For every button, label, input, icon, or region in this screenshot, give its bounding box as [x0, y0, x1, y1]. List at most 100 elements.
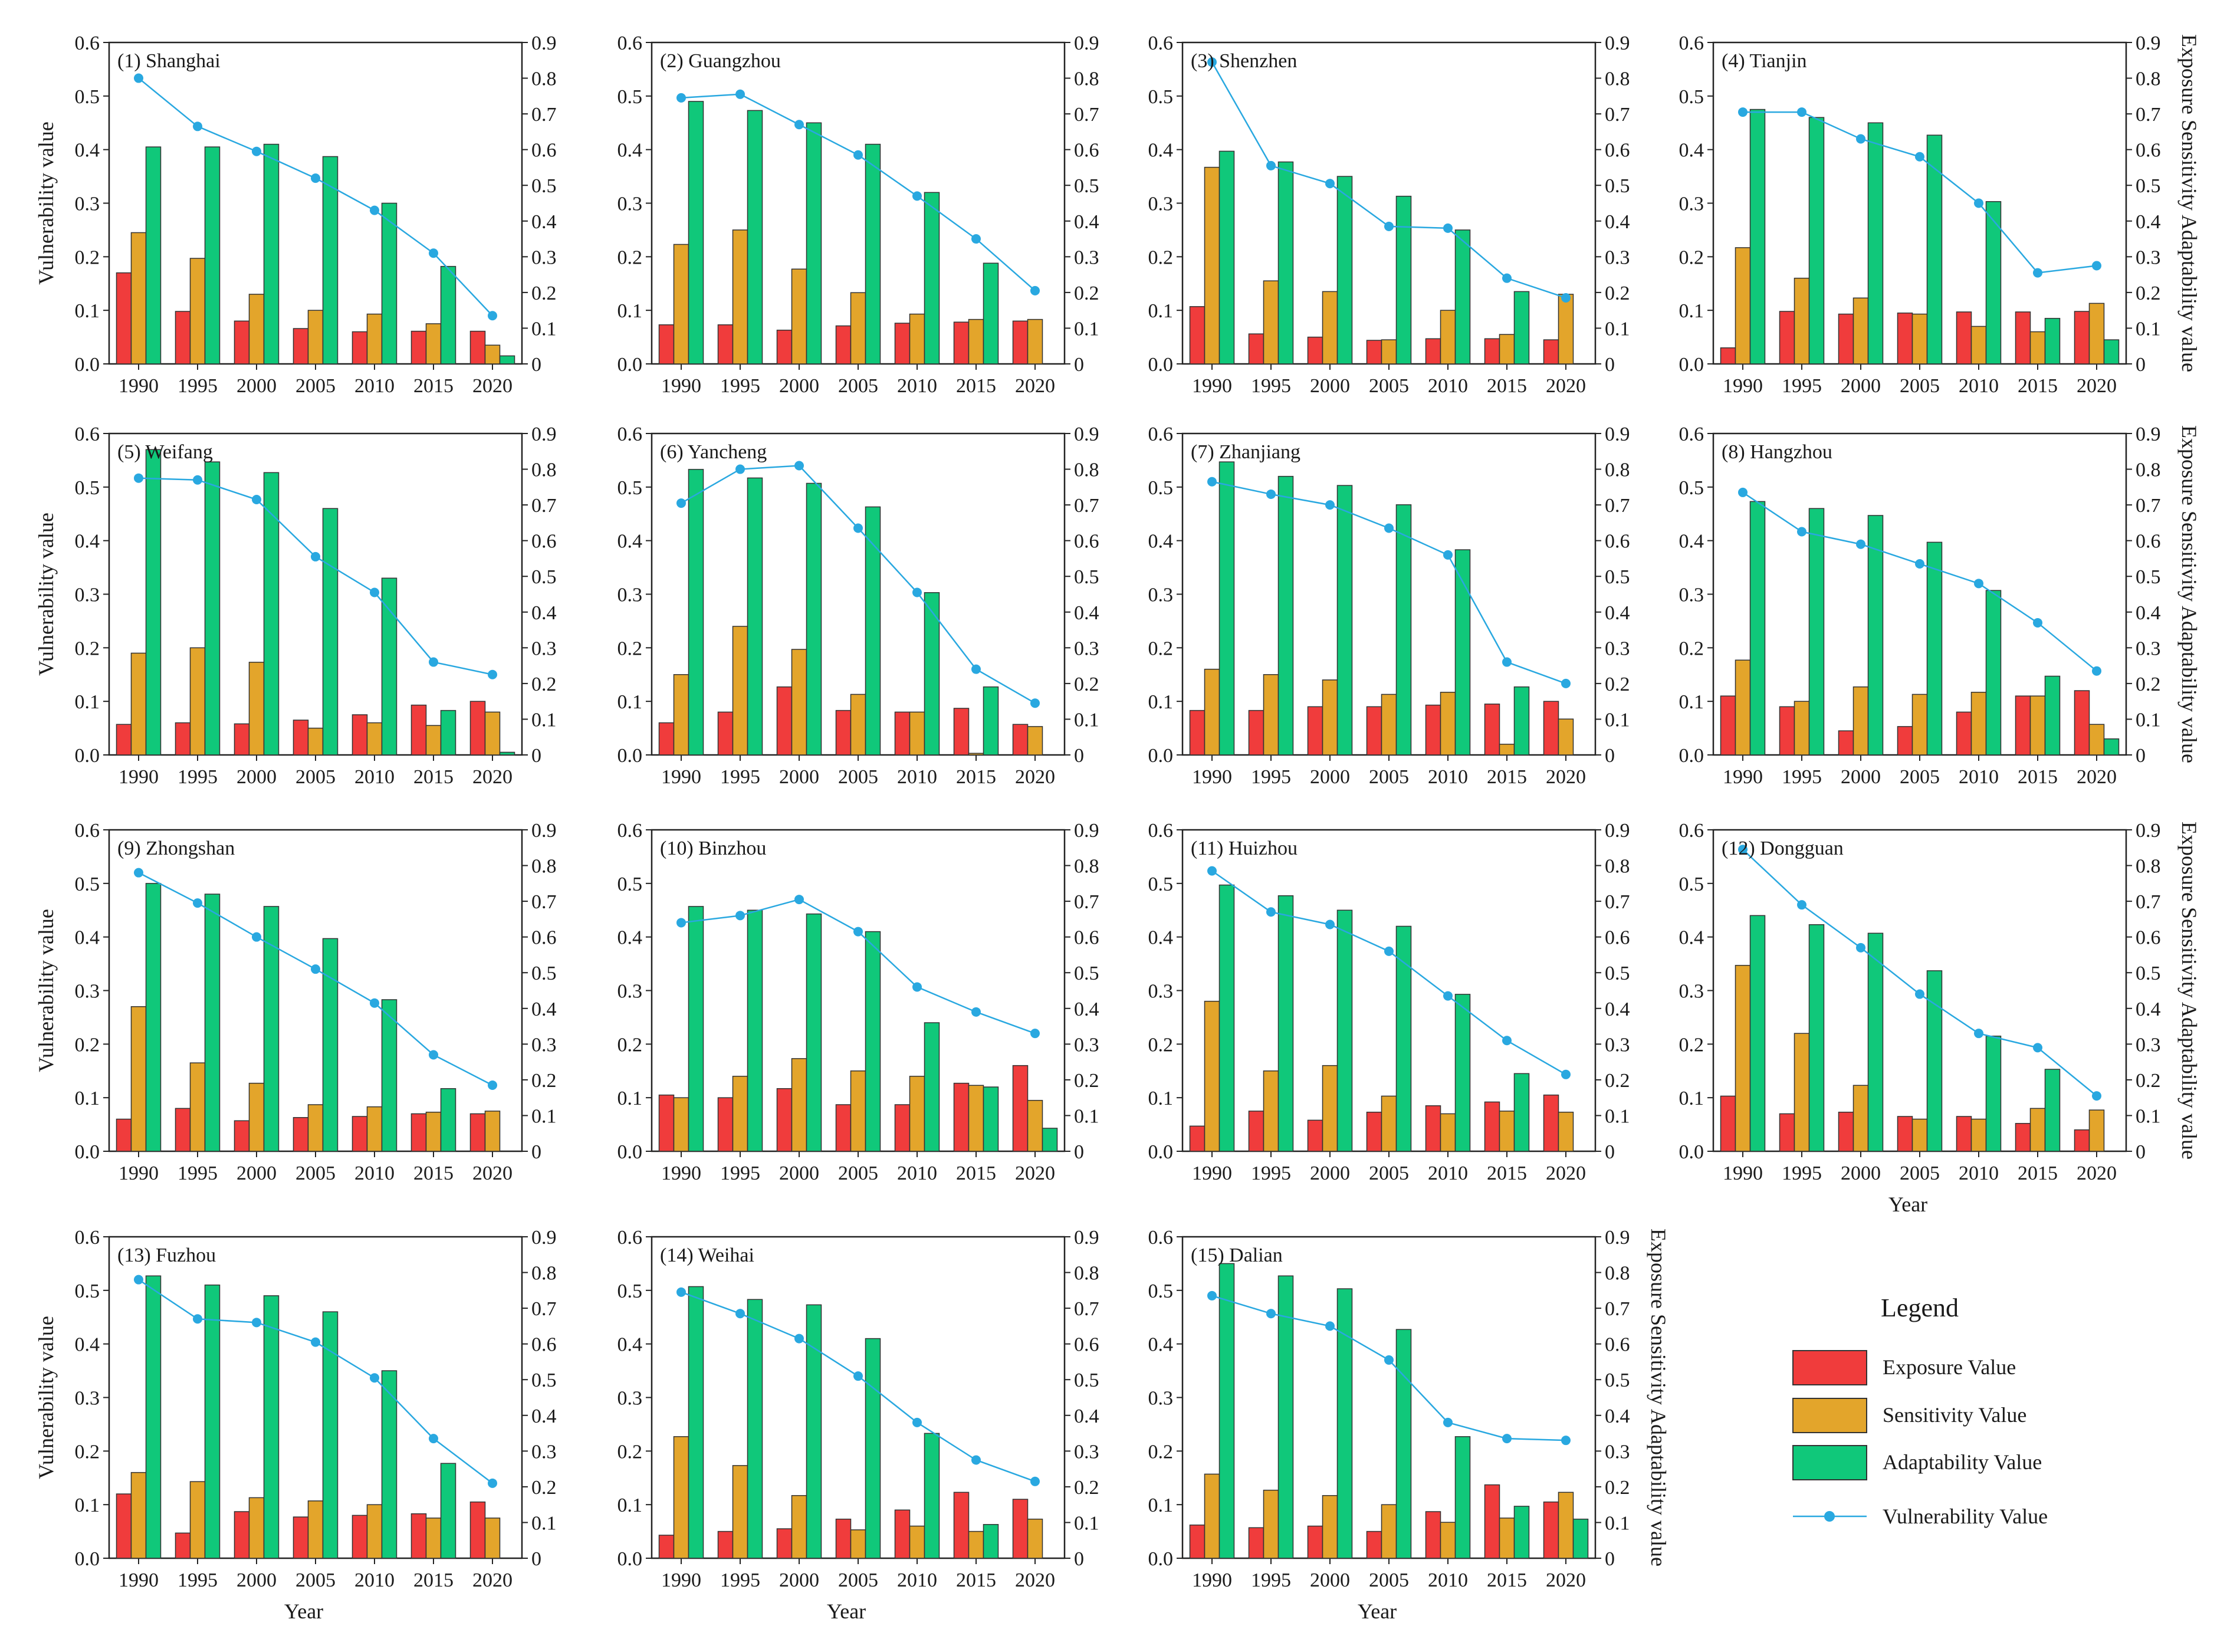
- bar-adaptability: [865, 143, 881, 364]
- x-tick-label: 2000: [1841, 375, 1881, 397]
- bar-sensitivity: [1558, 718, 1574, 756]
- left-tick-label: 0.3: [1148, 193, 1174, 215]
- vulnerability-point: [1561, 1069, 1571, 1079]
- bar-sensitivity: [1322, 1495, 1338, 1559]
- x-tick-label: 1990: [1723, 1162, 1763, 1184]
- panel-title: (5) Weifang: [117, 441, 213, 463]
- right-tick-label: 0.4: [2136, 211, 2161, 233]
- vulnerability-point: [735, 1309, 745, 1319]
- bar-exposure: [234, 723, 250, 756]
- bar-exposure: [894, 711, 911, 756]
- left-tick-label: 0.5: [75, 873, 100, 895]
- left-tick-label: 0.0: [617, 1141, 643, 1163]
- bar-exposure: [410, 330, 427, 364]
- bar-adaptability: [924, 192, 940, 364]
- x-tick-label: 2000: [237, 375, 277, 397]
- y-axis-title: Vulnerability value: [34, 909, 58, 1072]
- left-tick-label: 0.2: [1679, 638, 1704, 659]
- bar-sensitivity: [673, 1436, 689, 1559]
- vulnerability-point: [1325, 1321, 1335, 1331]
- bar-exposure: [1425, 1511, 1441, 1559]
- bar-adaptability: [381, 1370, 398, 1559]
- left-tick-label: 0.0: [75, 745, 100, 767]
- bar-exposure: [1956, 711, 1972, 756]
- bar-adaptability: [440, 710, 456, 756]
- vulnerability-point: [794, 1334, 804, 1344]
- bar-exposure: [1425, 704, 1441, 756]
- left-tick-label: 0.4: [1148, 1334, 1174, 1356]
- right-tick-label: 0.7: [531, 495, 557, 517]
- x-tick-label: 2005: [1900, 766, 1940, 788]
- right-tick-label: 0.8: [2136, 856, 2161, 878]
- vulnerability-point: [1974, 1029, 1983, 1039]
- bar-adaptability: [1808, 508, 1825, 756]
- left-tick-label: 0.2: [617, 638, 643, 659]
- bar-exposure: [1956, 1116, 1972, 1152]
- bar-exposure: [469, 1501, 486, 1559]
- left-tick-label: 0.6: [1679, 32, 1704, 54]
- left-tick-label: 0.6: [1679, 423, 1704, 445]
- vulnerability-point: [429, 1050, 438, 1060]
- bar-sensitivity: [366, 313, 383, 364]
- bar-adaptability: [1513, 686, 1530, 756]
- left-tick-label: 0.6: [1148, 423, 1174, 445]
- bar-sensitivity: [732, 1465, 748, 1559]
- bar-exposure: [1366, 340, 1382, 364]
- bar-adaptability: [865, 931, 881, 1152]
- left-tick-label: 0.1: [75, 1495, 100, 1516]
- right-tick-label: 0.8: [1605, 856, 1630, 878]
- bar-exposure: [1838, 1111, 1854, 1152]
- x-tick-label: 2015: [2018, 375, 2058, 397]
- bar-exposure: [293, 328, 309, 364]
- x-tick-label: 2015: [1487, 1569, 1527, 1591]
- x-tick-label: 1990: [1192, 1162, 1232, 1184]
- vulnerability-point: [1797, 107, 1806, 117]
- x-tick-label: 1995: [1251, 375, 1291, 397]
- bar-sensitivity: [1027, 1518, 1043, 1559]
- vulnerability-line: [1211, 61, 1566, 299]
- x-tick-label: 2015: [413, 1569, 454, 1591]
- x-tick-label: 2015: [1487, 375, 1527, 397]
- x-tick-label: 2015: [956, 766, 996, 788]
- chart-panel: 0.0 0.1 0.2 0.3 0.4 0.5 0.6 0 0.1 0.2 0.3 0.4 0.5 0.6…: [1679, 32, 2202, 397]
- left-tick-label: 0.0: [617, 745, 643, 767]
- bar-adaptability: [1395, 925, 1412, 1152]
- bar-sensitivity: [1735, 659, 1751, 756]
- chart-panel: 0.0 0.1 0.2 0.3 0.4 0.5 0.6 0 0.1 0.2 0.3 0.4 0.5 0.6…: [617, 820, 1099, 1184]
- right-tick-label: 0.9: [1074, 423, 1099, 445]
- vulnerability-point: [676, 918, 686, 928]
- right-tick-label: 0.3: [1074, 1441, 1099, 1463]
- chart-panel: 0.0 0.1 0.2 0.3 0.4 0.5 0.6 0 0.1 0.2 0.3 0.4 0.5 0.6…: [1148, 1227, 1671, 1623]
- bar-sensitivity: [1911, 313, 1928, 364]
- bar-adaptability: [204, 461, 221, 756]
- bar-exposure: [1838, 313, 1854, 364]
- bar-exposure: [175, 311, 191, 364]
- right-tick-label: 0.3: [1074, 638, 1099, 659]
- bar-exposure: [953, 1082, 970, 1152]
- bar-sensitivity: [1794, 701, 1810, 756]
- bar-sensitivity: [1911, 694, 1928, 756]
- x-tick-label: 1990: [1192, 1569, 1232, 1591]
- vulnerability-line: [681, 1291, 1036, 1482]
- right-tick-label: 0.1: [1605, 709, 1630, 731]
- bar-exposure: [234, 320, 250, 364]
- vulnerability-point: [853, 927, 863, 937]
- x-tick-label: 1990: [119, 1569, 159, 1591]
- left-tick-label: 0.0: [617, 354, 643, 376]
- left-tick-label: 0.6: [75, 820, 100, 842]
- x-tick-label: 2000: [779, 1162, 819, 1184]
- x-tick-label: 1995: [1782, 1162, 1822, 1184]
- bar-sensitivity: [2088, 303, 2105, 364]
- right-tick-label: 0.4: [1605, 602, 1630, 624]
- left-tick-label: 0.4: [1679, 927, 1704, 949]
- x-tick-label: 1990: [661, 766, 701, 788]
- bar-exposure: [658, 1094, 675, 1152]
- left-tick-label: 0.4: [1148, 927, 1174, 949]
- left-tick-label: 0.2: [1148, 638, 1174, 659]
- x-tick-label: 2020: [1546, 766, 1586, 788]
- bar-sensitivity: [307, 727, 324, 756]
- x-tick-label: 2000: [237, 766, 277, 788]
- bar-sensitivity: [425, 323, 442, 364]
- x-tick-label: 2015: [2018, 1162, 2058, 1184]
- right-tick-label: 0.4: [1074, 999, 1099, 1020]
